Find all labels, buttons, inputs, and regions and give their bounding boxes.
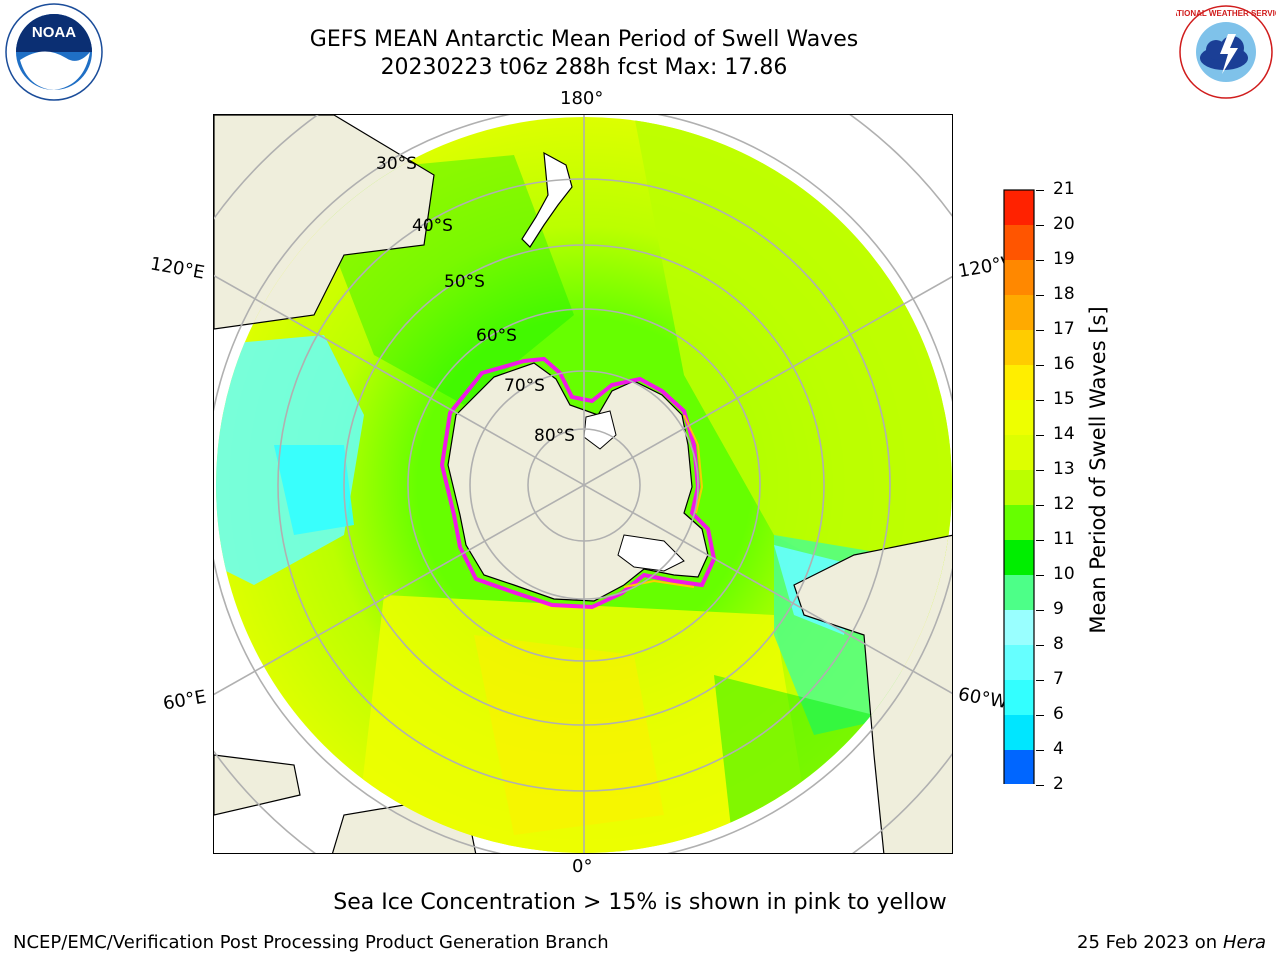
colorbar-band xyxy=(1004,750,1034,785)
sea-ice-note: Sea Ice Concentration > 15% is shown in … xyxy=(333,890,947,915)
noaa-logo: NOAA xyxy=(4,2,104,102)
generation-date: 25 Feb 2023 on Hera xyxy=(1077,932,1266,953)
colorbar-band xyxy=(1004,365,1034,400)
colorbar-tick-mark xyxy=(1036,295,1044,297)
colorbar-tick-label: 16 xyxy=(1053,354,1075,374)
lat-label-70s: 70°S xyxy=(504,376,545,396)
colorbar-tick-mark xyxy=(1036,610,1044,612)
colorbar-tick-label: 6 xyxy=(1053,704,1064,724)
lat-label-60s: 60°S xyxy=(476,326,517,346)
colorbar-band xyxy=(1004,260,1034,295)
sea-ice-edge xyxy=(439,356,717,610)
colorbar-tick-label: 13 xyxy=(1053,459,1075,479)
colorbar-tick-label: 8 xyxy=(1053,634,1064,654)
colorbar xyxy=(1002,188,1036,814)
lat-label-30s: 30°S xyxy=(376,154,417,174)
lat-label-80s: 80°S xyxy=(534,426,575,446)
colorbar-tick-mark xyxy=(1036,435,1044,437)
colorbar-band xyxy=(1004,575,1034,610)
colorbar-band xyxy=(1004,540,1034,575)
colorbar-tick-label: 20 xyxy=(1053,214,1075,234)
lon-label-60e: 60°E xyxy=(161,686,208,715)
nws-logo-text: NATIONAL WEATHER SERVICE xyxy=(1176,9,1276,18)
colorbar-tick-mark xyxy=(1036,680,1044,682)
colorbar-band xyxy=(1004,225,1034,260)
colorbar-band xyxy=(1004,610,1034,645)
colorbar-tick-mark xyxy=(1036,400,1044,402)
machine-name: Hera xyxy=(1222,932,1266,953)
colorbar-band xyxy=(1004,470,1034,505)
colorbar-tick-mark xyxy=(1036,540,1044,542)
noaa-logo-text: NOAA xyxy=(32,24,76,41)
colorbar-label: Mean Period of Swell Waves [s] xyxy=(1086,306,1110,634)
colorbar-band xyxy=(1004,400,1034,435)
polar-map: 30°S 40°S 50°S 60°S 70°S 80°S xyxy=(213,114,953,854)
colorbar-tick-label: 19 xyxy=(1053,249,1075,269)
lat-label-50s: 50°S xyxy=(444,272,485,292)
colorbar-tick-label: 18 xyxy=(1053,284,1075,304)
colorbar-tick-mark xyxy=(1036,715,1044,717)
colorbar-band xyxy=(1004,330,1034,365)
colorbar-band xyxy=(1004,505,1034,540)
colorbar-tick-mark xyxy=(1036,785,1044,787)
polar-map-canvas: 30°S 40°S 50°S 60°S 70°S 80°S xyxy=(214,115,952,853)
colorbar-tick-mark xyxy=(1036,750,1044,752)
graticule xyxy=(214,115,952,853)
colorbar-tick-mark xyxy=(1036,470,1044,472)
colorbar-band xyxy=(1004,435,1034,470)
colorbar-tick-mark xyxy=(1036,575,1044,577)
colorbar-graphic xyxy=(1002,189,1036,814)
colorbar-tick-label: 17 xyxy=(1053,319,1075,339)
new-zealand xyxy=(521,151,573,248)
colorbar-tick-label: 10 xyxy=(1053,564,1075,584)
lon-label-120e: 120°E xyxy=(148,253,207,284)
date-text: 25 Feb 2023 on xyxy=(1077,932,1218,953)
colorbar-tick-mark xyxy=(1036,260,1044,262)
colorbar-tick-label: 2 xyxy=(1053,774,1064,794)
colorbar-band xyxy=(1004,190,1034,225)
national-weather-service-logo: NATIONAL WEATHER SERVICE xyxy=(1166,4,1280,100)
map-subtitle: 20230223 t06z 288h fcst Max: 17.86 xyxy=(380,55,788,80)
colorbar-tick-label: 21 xyxy=(1053,179,1075,199)
colorbar-tick-mark xyxy=(1036,225,1044,227)
map-title: GEFS MEAN Antarctic Mean Period of Swell… xyxy=(309,27,859,52)
colorbar-tick-label: 9 xyxy=(1053,599,1064,619)
colorbar-band xyxy=(1004,680,1034,715)
colorbar-tick-mark xyxy=(1036,505,1044,507)
colorbar-tick-mark xyxy=(1036,330,1044,332)
colorbar-tick-label: 4 xyxy=(1053,739,1064,759)
colorbar-tick-label: 12 xyxy=(1053,494,1075,514)
colorbar-tick-mark xyxy=(1036,645,1044,647)
colorbar-tick-label: 14 xyxy=(1053,424,1075,444)
colorbar-tick-label: 15 xyxy=(1053,389,1075,409)
colorbar-tick-label: 7 xyxy=(1053,669,1064,689)
colorbar-tick-mark xyxy=(1036,365,1044,367)
colorbar-band xyxy=(1004,645,1034,680)
lat-label-40s: 40°S xyxy=(412,216,453,236)
lon-label-0: 0° xyxy=(572,856,593,877)
colorbar-band xyxy=(1004,295,1034,330)
colorbar-tick-mark xyxy=(1036,190,1044,192)
lon-label-180: 180° xyxy=(560,88,604,109)
colorbar-tick-label: 11 xyxy=(1053,529,1075,549)
colorbar-band xyxy=(1004,715,1034,750)
producer-credit: NCEP/EMC/Verification Post Processing Pr… xyxy=(13,932,609,953)
